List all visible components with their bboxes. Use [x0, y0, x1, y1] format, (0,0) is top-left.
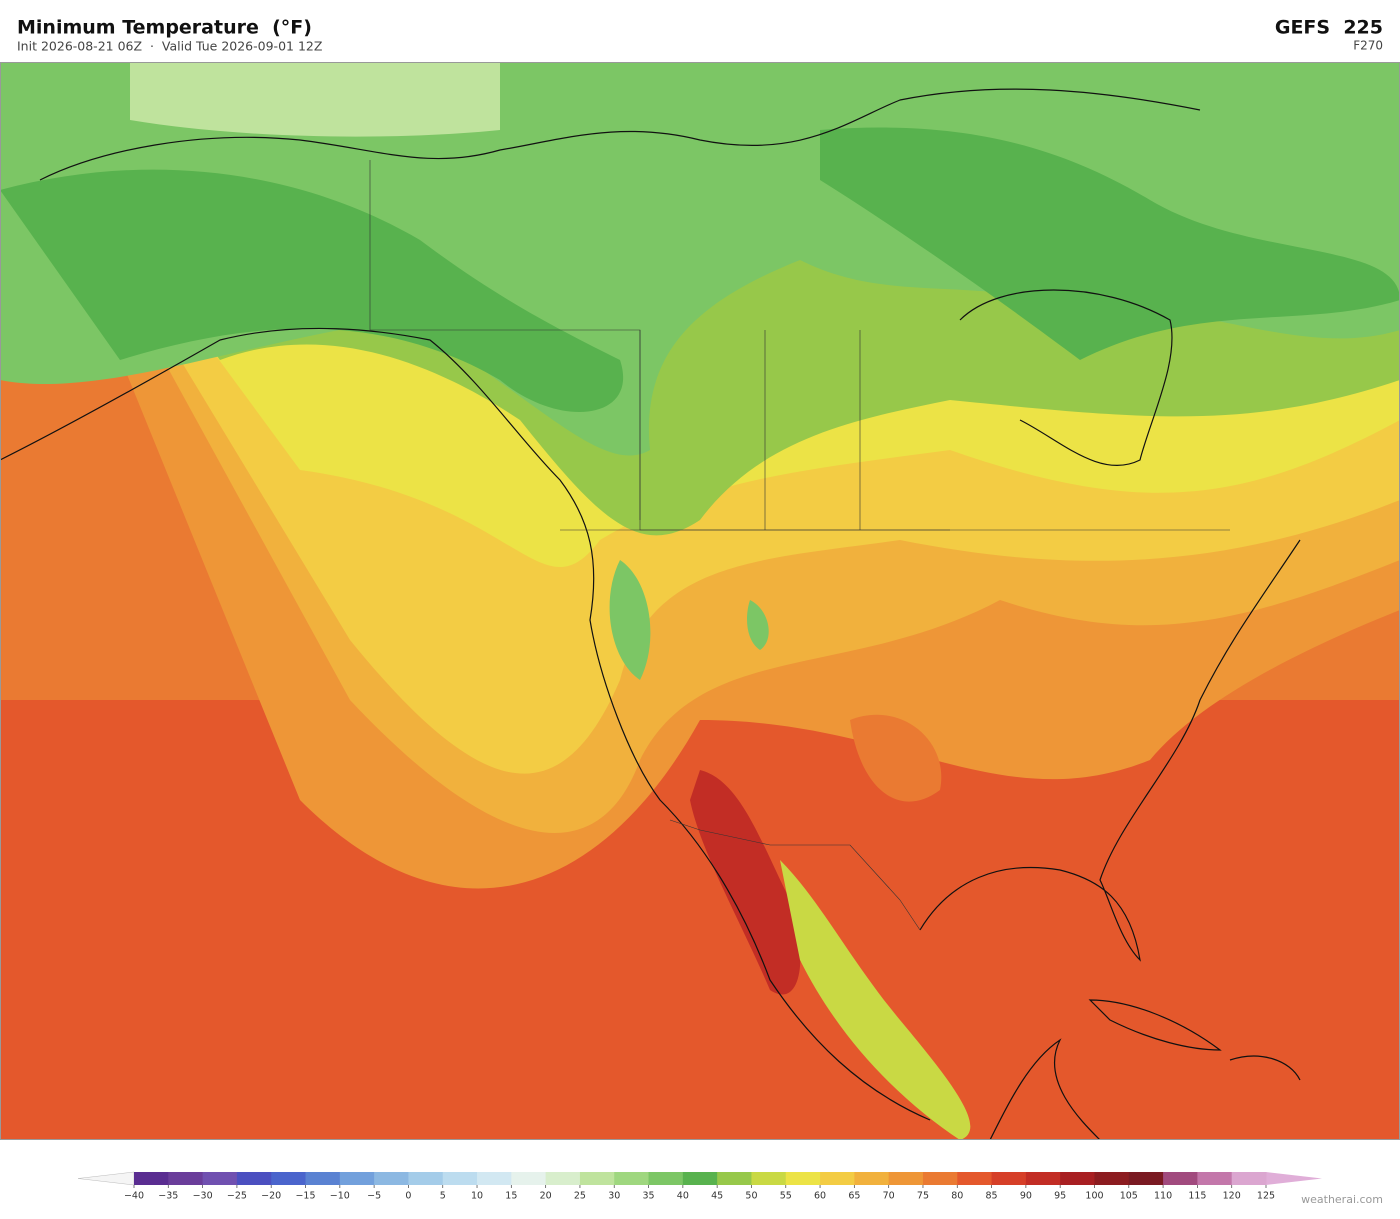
color-segment	[648, 1172, 684, 1185]
tick-label: 20	[540, 1191, 552, 1202]
color-segment	[682, 1172, 718, 1185]
color-segment	[1197, 1172, 1233, 1185]
tick-label: −35	[158, 1191, 178, 1202]
tick-label: −40	[124, 1191, 144, 1202]
color-segment	[1094, 1172, 1130, 1185]
color-segment	[888, 1172, 924, 1185]
color-segment	[579, 1172, 615, 1185]
map	[0, 62, 1400, 1140]
colorbar: −40 −35 −30 −25 −20 −15 −10 −5 0 5 10 15 20 25 30 35 40 4…	[77, 1171, 1322, 1202]
color-segment	[408, 1172, 444, 1185]
tick-label: 105	[1120, 1191, 1138, 1202]
color-segment	[477, 1172, 512, 1185]
tick-label: 45	[711, 1191, 723, 1202]
subtitle: Init 2026-08-21 06Z · Valid Tue 2026-09-…	[17, 39, 322, 54]
tick-label: 40	[677, 1191, 689, 1202]
tick-label: 65	[848, 1191, 860, 1202]
color-segment	[168, 1172, 204, 1185]
credit: weatherai.com	[1301, 1193, 1383, 1206]
tick-label: −25	[227, 1191, 247, 1202]
tick-label: 110	[1154, 1191, 1172, 1202]
tick-label: 0	[405, 1191, 411, 1202]
color-segment	[922, 1172, 958, 1185]
color-segment	[1060, 1172, 1095, 1185]
tick-label: 90	[1020, 1191, 1032, 1202]
color-segment	[236, 1172, 272, 1185]
model-label: GEFS 225	[1275, 17, 1383, 39]
tick-label: −10	[330, 1191, 350, 1202]
temp-zone	[780, 860, 971, 1140]
color-segment	[1128, 1172, 1164, 1185]
tick-label: 5	[440, 1191, 446, 1202]
tick-label: −20	[261, 1191, 281, 1202]
temp-zone	[130, 62, 500, 137]
color-segment	[957, 1172, 993, 1185]
temp-zone	[850, 714, 942, 802]
title: Minimum Temperature (°F)	[17, 17, 312, 39]
tick-label: −5	[367, 1191, 381, 1202]
tick-label: 10	[471, 1191, 483, 1202]
tick-label: 30	[608, 1191, 620, 1202]
color-segment	[134, 1172, 169, 1185]
tick-label: 35	[642, 1191, 654, 1202]
tick-label: 70	[883, 1191, 895, 1202]
color-segment	[785, 1172, 821, 1185]
color-segment	[820, 1172, 855, 1185]
tick-label: 60	[814, 1191, 826, 1202]
tick-label: 75	[917, 1191, 929, 1202]
coastlines	[0, 88, 1301, 1140]
tick-label: 50	[745, 1191, 757, 1202]
tick-label: 15	[505, 1191, 517, 1202]
tick-label: −15	[295, 1191, 315, 1202]
tick-label: 125	[1257, 1191, 1275, 1202]
color-segment	[339, 1172, 375, 1185]
temp-zone	[690, 770, 801, 995]
temp-zone	[609, 560, 769, 680]
tick-label: 55	[780, 1191, 792, 1202]
color-segment	[854, 1172, 890, 1185]
forecast-hour: F270	[1353, 39, 1383, 53]
color-segment	[1231, 1172, 1267, 1185]
color-segment	[442, 1172, 478, 1185]
temp-zone	[820, 127, 1400, 360]
color-segment	[305, 1172, 341, 1185]
color-segment	[751, 1172, 787, 1185]
color-segment	[545, 1172, 581, 1185]
tick-label: 115	[1188, 1191, 1206, 1202]
tick-label: 120	[1223, 1191, 1241, 1202]
color-segment	[1025, 1172, 1061, 1185]
temp-zone	[0, 169, 624, 413]
color-segment	[374, 1172, 409, 1185]
color-segment	[202, 1172, 238, 1185]
borders	[369, 160, 1230, 931]
color-segment	[511, 1172, 547, 1185]
tick-label: 100	[1085, 1191, 1103, 1202]
color-segment	[717, 1172, 752, 1185]
tick-label: 85	[986, 1191, 998, 1202]
color-segment	[991, 1172, 1027, 1185]
tick-label: −30	[193, 1191, 213, 1202]
color-segment	[1163, 1172, 1198, 1185]
colorbar-over	[1266, 1172, 1322, 1185]
color-segment	[271, 1172, 307, 1185]
tick-label: 95	[1054, 1191, 1066, 1202]
color-segment	[614, 1172, 650, 1185]
tick-label: 25	[574, 1191, 586, 1202]
tick-label: 80	[951, 1191, 963, 1202]
